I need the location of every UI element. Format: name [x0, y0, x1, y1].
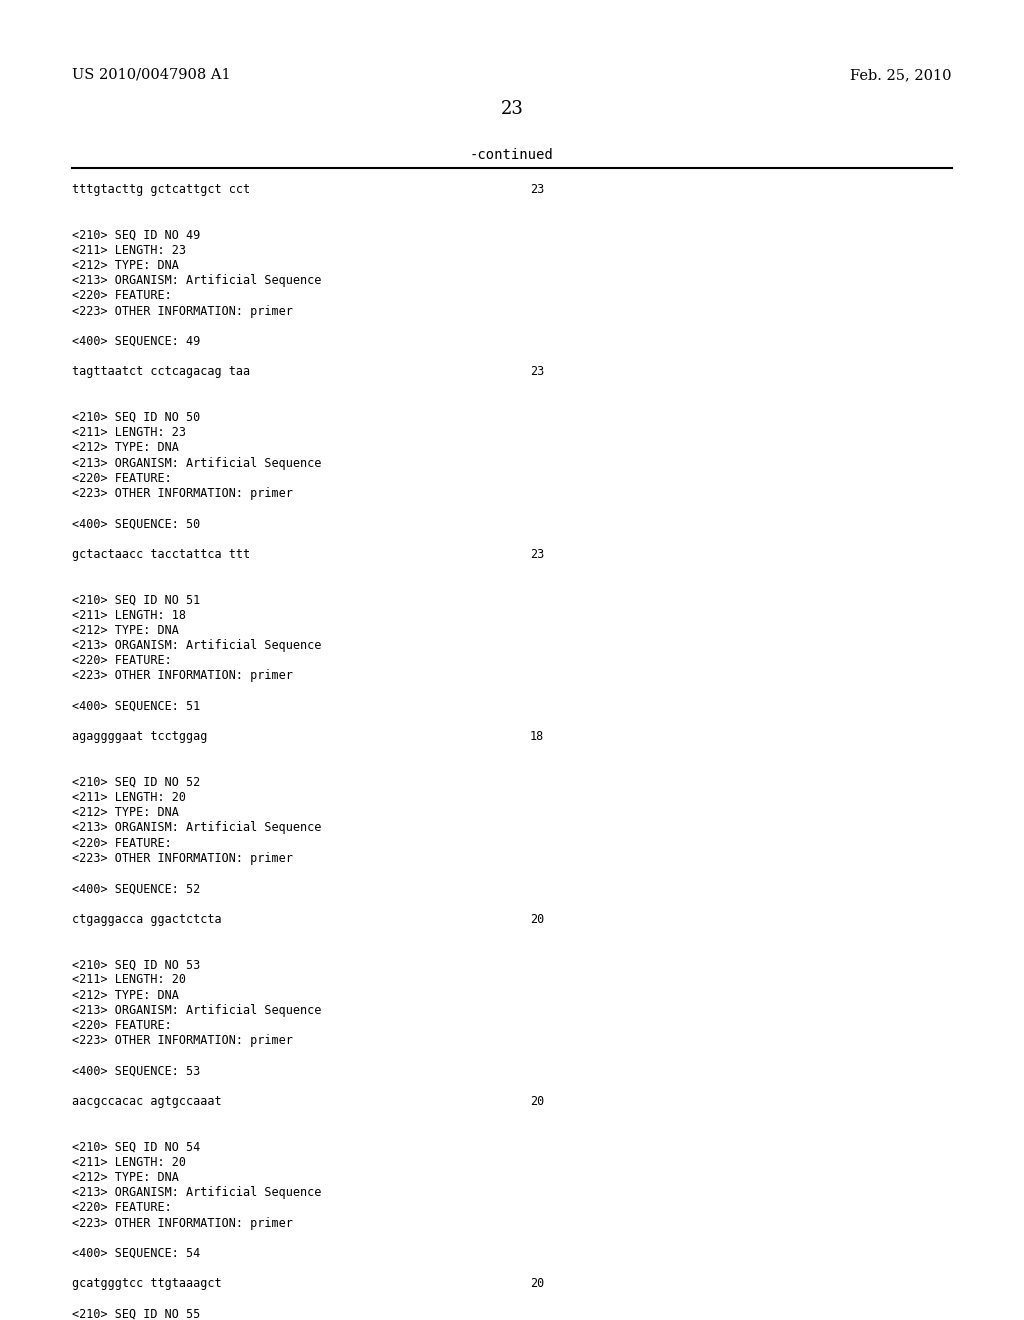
Text: <400> SEQUENCE: 52: <400> SEQUENCE: 52: [72, 882, 201, 895]
Text: <400> SEQUENCE: 50: <400> SEQUENCE: 50: [72, 517, 201, 531]
Text: <211> LENGTH: 18: <211> LENGTH: 18: [72, 609, 186, 622]
Text: <212> TYPE: DNA: <212> TYPE: DNA: [72, 441, 179, 454]
Text: <223> OTHER INFORMATION: primer: <223> OTHER INFORMATION: primer: [72, 1217, 293, 1230]
Text: <400> SEQUENCE: 49: <400> SEQUENCE: 49: [72, 335, 201, 348]
Text: <212> TYPE: DNA: <212> TYPE: DNA: [72, 1171, 179, 1184]
Text: <213> ORGANISM: Artificial Sequence: <213> ORGANISM: Artificial Sequence: [72, 457, 322, 470]
Text: <213> ORGANISM: Artificial Sequence: <213> ORGANISM: Artificial Sequence: [72, 821, 322, 834]
Text: <223> OTHER INFORMATION: primer: <223> OTHER INFORMATION: primer: [72, 305, 293, 318]
Text: <210> SEQ ID NO 49: <210> SEQ ID NO 49: [72, 228, 201, 242]
Text: <210> SEQ ID NO 51: <210> SEQ ID NO 51: [72, 594, 201, 606]
Text: <211> LENGTH: 20: <211> LENGTH: 20: [72, 1156, 186, 1168]
Text: 23: 23: [530, 183, 544, 195]
Text: <210> SEQ ID NO 53: <210> SEQ ID NO 53: [72, 958, 201, 972]
Text: <400> SEQUENCE: 53: <400> SEQUENCE: 53: [72, 1065, 201, 1077]
Text: <211> LENGTH: 20: <211> LENGTH: 20: [72, 791, 186, 804]
Text: <213> ORGANISM: Artificial Sequence: <213> ORGANISM: Artificial Sequence: [72, 639, 322, 652]
Text: <220> FEATURE:: <220> FEATURE:: [72, 655, 172, 667]
Text: <210> SEQ ID NO 55: <210> SEQ ID NO 55: [72, 1308, 201, 1320]
Text: US 2010/0047908 A1: US 2010/0047908 A1: [72, 69, 230, 82]
Text: <220> FEATURE:: <220> FEATURE:: [72, 1019, 172, 1032]
Text: <213> ORGANISM: Artificial Sequence: <213> ORGANISM: Artificial Sequence: [72, 275, 322, 288]
Text: Feb. 25, 2010: Feb. 25, 2010: [851, 69, 952, 82]
Text: tttgtacttg gctcattgct cct: tttgtacttg gctcattgct cct: [72, 183, 250, 195]
Text: tagttaatct cctcagacag taa: tagttaatct cctcagacag taa: [72, 366, 250, 379]
Text: <211> LENGTH: 23: <211> LENGTH: 23: [72, 426, 186, 440]
Text: gctactaacc tacctattca ttt: gctactaacc tacctattca ttt: [72, 548, 250, 561]
Text: 20: 20: [530, 1096, 544, 1107]
Text: 20: 20: [530, 912, 544, 925]
Text: <211> LENGTH: 20: <211> LENGTH: 20: [72, 973, 186, 986]
Text: <223> OTHER INFORMATION: primer: <223> OTHER INFORMATION: primer: [72, 669, 293, 682]
Text: ctgaggacca ggactctcta: ctgaggacca ggactctcta: [72, 912, 221, 925]
Text: <212> TYPE: DNA: <212> TYPE: DNA: [72, 259, 179, 272]
Text: <212> TYPE: DNA: <212> TYPE: DNA: [72, 624, 179, 636]
Text: 23: 23: [501, 100, 523, 117]
Text: <223> OTHER INFORMATION: primer: <223> OTHER INFORMATION: primer: [72, 1034, 293, 1047]
Text: <220> FEATURE:: <220> FEATURE:: [72, 471, 172, 484]
Text: aacgccacac agtgccaaat: aacgccacac agtgccaaat: [72, 1096, 221, 1107]
Text: <210> SEQ ID NO 50: <210> SEQ ID NO 50: [72, 411, 201, 424]
Text: agaggggaat tcctggag: agaggggaat tcctggag: [72, 730, 208, 743]
Text: <212> TYPE: DNA: <212> TYPE: DNA: [72, 807, 179, 820]
Text: 20: 20: [530, 1278, 544, 1291]
Text: <210> SEQ ID NO 54: <210> SEQ ID NO 54: [72, 1140, 201, 1154]
Text: <223> OTHER INFORMATION: primer: <223> OTHER INFORMATION: primer: [72, 851, 293, 865]
Text: <223> OTHER INFORMATION: primer: <223> OTHER INFORMATION: primer: [72, 487, 293, 500]
Text: <212> TYPE: DNA: <212> TYPE: DNA: [72, 989, 179, 1002]
Text: gcatgggtcc ttgtaaagct: gcatgggtcc ttgtaaagct: [72, 1278, 221, 1291]
Text: <211> LENGTH: 23: <211> LENGTH: 23: [72, 244, 186, 257]
Text: 23: 23: [530, 548, 544, 561]
Text: <220> FEATURE:: <220> FEATURE:: [72, 1201, 172, 1214]
Text: <213> ORGANISM: Artificial Sequence: <213> ORGANISM: Artificial Sequence: [72, 1187, 322, 1199]
Text: 23: 23: [530, 366, 544, 379]
Text: <400> SEQUENCE: 54: <400> SEQUENCE: 54: [72, 1247, 201, 1261]
Text: <220> FEATURE:: <220> FEATURE:: [72, 289, 172, 302]
Text: <220> FEATURE:: <220> FEATURE:: [72, 837, 172, 850]
Text: <210> SEQ ID NO 52: <210> SEQ ID NO 52: [72, 776, 201, 789]
Text: <213> ORGANISM: Artificial Sequence: <213> ORGANISM: Artificial Sequence: [72, 1003, 322, 1016]
Text: <400> SEQUENCE: 51: <400> SEQUENCE: 51: [72, 700, 201, 713]
Text: 18: 18: [530, 730, 544, 743]
Text: -continued: -continued: [470, 148, 554, 162]
